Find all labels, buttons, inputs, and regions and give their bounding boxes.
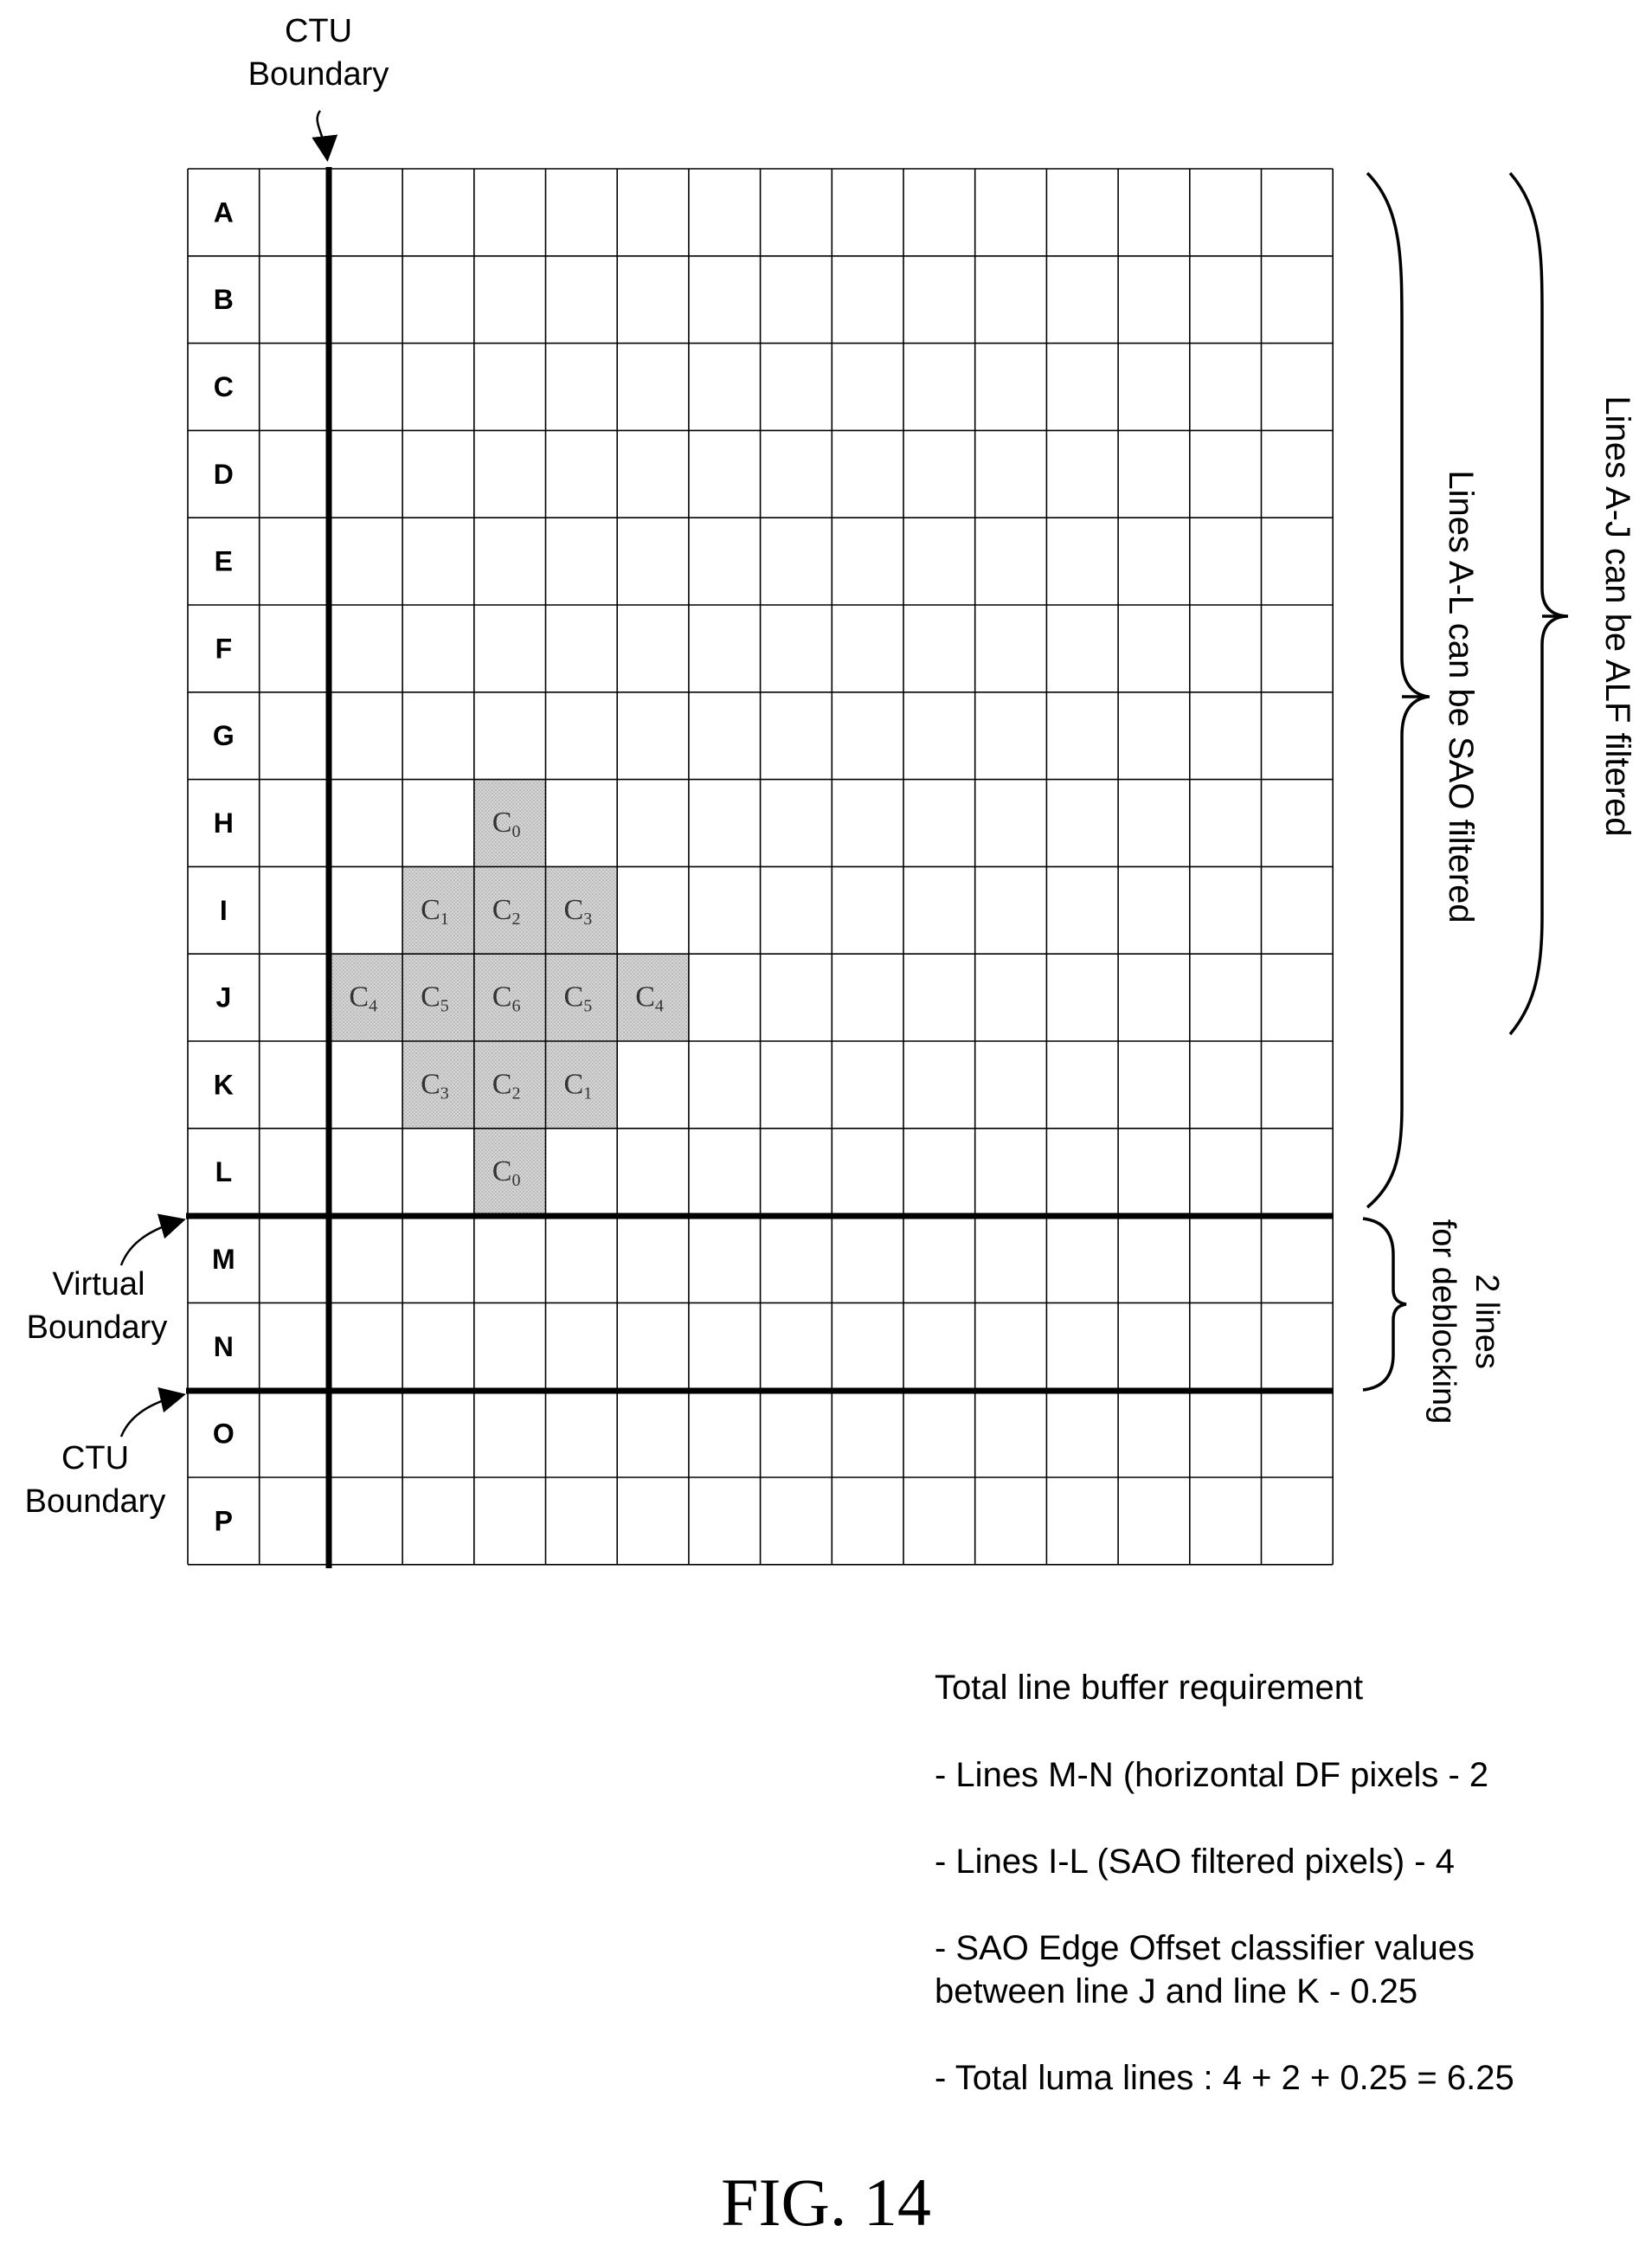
virtual-boundary-label-2: Boundary (27, 1309, 168, 1346)
ctu-boundary-top-label-2: Boundary (248, 56, 389, 93)
ctu-boundary-bottom-label-1: CTU (61, 1440, 129, 1476)
coef-label: C1 (564, 1068, 593, 1103)
sao-brace-label: Lines A-L can be SAO filtered (1442, 470, 1480, 923)
row-label-k: K (214, 1069, 234, 1100)
coef-cell (473, 1041, 546, 1129)
notes-title: Total line buffer requirement (935, 1669, 1364, 1707)
coef-label: C3 (564, 894, 593, 929)
row-label-h: H (214, 807, 234, 839)
coef-label: C4 (349, 981, 377, 1016)
coef-label: C0 (492, 1155, 521, 1190)
coef-cell (331, 954, 403, 1041)
deblock-brace-label-1: 2 lines (1469, 1274, 1505, 1369)
row-labels: A B C D E F G H I J K L M N O P (212, 196, 235, 1536)
row-label-g: G (213, 720, 235, 751)
coef-label: C0 (492, 807, 521, 841)
coef-cell (473, 866, 546, 955)
coef-label: C2 (492, 894, 521, 929)
coef-cell (402, 954, 474, 1041)
row-label-i: I (220, 895, 228, 926)
coef-cell (617, 954, 689, 1041)
notes-item-df: - Lines M-N (horizontal DF pixels - 2 (935, 1756, 1489, 1794)
coef-cell (473, 1128, 546, 1216)
notes-item-classifier: - SAO Edge Offset classifier values betw… (935, 1929, 1475, 2010)
row-label-l: L (215, 1156, 233, 1187)
row-label-c: C (214, 371, 234, 402)
row-label-o: O (213, 1418, 235, 1450)
coef-cell (545, 866, 618, 955)
coef-cell (545, 954, 618, 1041)
notes-item-sao: - Lines I-L (SAO filtered pixels) - 4 (935, 1843, 1455, 1881)
deblock-brace (1362, 1217, 1407, 1392)
alf-brace-label: Lines A-J can be ALF filtered (1598, 396, 1636, 836)
row-label-d: D (214, 459, 234, 490)
alf-brace (1508, 171, 1567, 1036)
coef-cell (473, 954, 546, 1041)
ctu-boundary-top-label-1: CTU (285, 13, 352, 49)
coef-cell (473, 779, 546, 867)
coef-label: C4 (635, 981, 664, 1016)
row-label-e: E (215, 546, 233, 577)
coef-label: C3 (421, 1068, 449, 1103)
coef-cell (402, 866, 474, 955)
ctu-boundary-top-arrow (312, 110, 338, 162)
coef-cell (545, 1041, 618, 1129)
deblock-brace-label-2: for deblocking (1425, 1219, 1462, 1425)
row-label-a: A (214, 196, 234, 228)
coef-label: C5 (564, 981, 593, 1016)
row-label-m: M (212, 1244, 235, 1275)
row-label-b: B (214, 284, 234, 315)
sao-brace (1366, 171, 1429, 1209)
row-label-f: F (215, 633, 233, 664)
virtual-boundary-arrow (119, 1213, 186, 1266)
coef-label: C1 (421, 894, 449, 929)
coef-cell (402, 1041, 474, 1129)
coef-label: C6 (492, 981, 521, 1016)
filter-coefficient-cells: C0 C1 C2 C3 C4 C5 C6 C5 C4 C3 C2 C1 C0 (331, 779, 689, 1216)
ctu-boundary-bottom-arrow (119, 1386, 186, 1438)
ctu-boundary-bottom-label-2: Boundary (25, 1483, 166, 1520)
row-label-n: N (214, 1331, 234, 1362)
pixel-grid (187, 168, 1334, 1566)
virtual-boundary-label-1: Virtual (52, 1266, 145, 1303)
row-label-j: J (215, 982, 231, 1013)
figure-label: FIG. 14 (721, 2165, 931, 2240)
coef-label: C2 (492, 1068, 521, 1103)
notes-item-total: - Total luma lines : 4 + 2 + 0.25 = 6.25 (935, 2059, 1514, 2097)
row-label-p: P (215, 1505, 233, 1536)
coef-label: C5 (421, 981, 449, 1016)
